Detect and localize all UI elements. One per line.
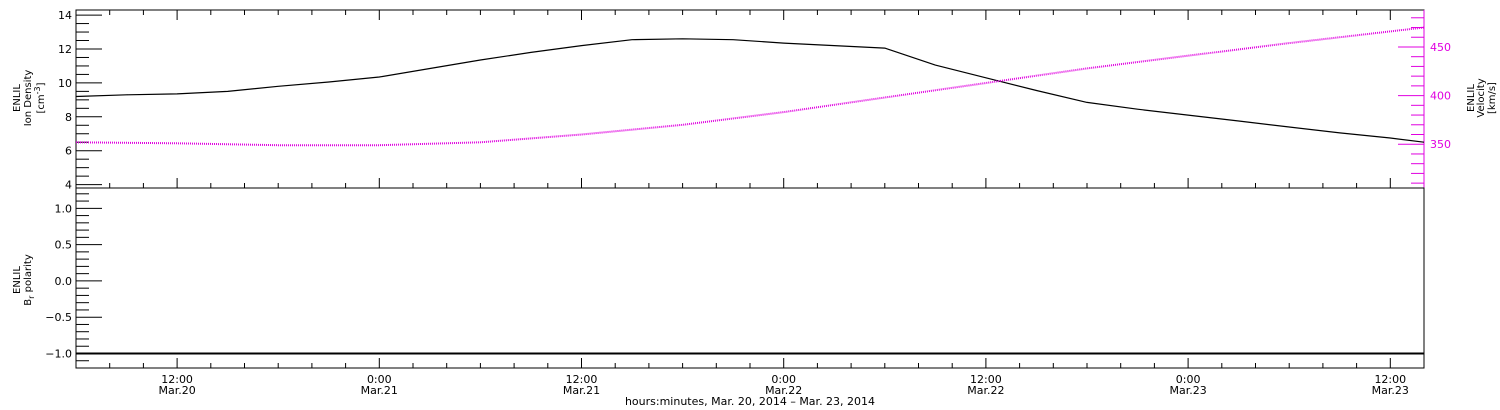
time-axis-title: hours:minutes, Mar. 20, 2014 – Mar. 23, … (625, 395, 875, 408)
ion-density-axis-title-line1: ENLIL (12, 84, 23, 112)
time-tick-label-3: 0:00 (771, 373, 796, 386)
polarity-tick-label-2: 0.0 (55, 275, 73, 288)
polarity-sub-r: r (27, 295, 36, 299)
time-tick-label-1: 0:00 (367, 373, 392, 386)
ion-density-tick-label-5: 14 (58, 9, 72, 22)
ion-density-tick-label-4: 12 (58, 43, 72, 56)
ion-density-unit-open: [cm (36, 94, 47, 113)
ion-density-series-line (75, 38, 1425, 143)
time-tick-label-4: 12:00 (970, 373, 1002, 386)
polarity-tick-label-3: 0.5 (55, 239, 73, 252)
ion-density-tick-label-3: 10 (58, 77, 72, 90)
ion-density-tick-labels: 4 6 8 10 12 14 (58, 9, 72, 192)
velocity-tick-label-1: 400 (1430, 90, 1451, 103)
ion-density-tick-label-2: 8 (65, 111, 72, 124)
ion-density-tick-label-0: 4 (65, 179, 72, 192)
top-series-group (75, 26, 1425, 147)
velocity-axis-title-line3: [km/s] (1487, 82, 1498, 114)
date-tick-label-0: Mar.20 (158, 384, 195, 397)
date-tick-label-2: Mar.21 (563, 384, 600, 397)
time-tick-label-5: 0:00 (1176, 373, 1201, 386)
time-tick-label-6: 12:00 (1374, 373, 1406, 386)
time-axis-labels: 12:00Mar.200:00Mar.2112:00Mar.210:00Mar.… (158, 373, 1408, 397)
date-tick-label-5: Mar.23 (1169, 384, 1206, 397)
velocity-tick-labels: 350 400 450 (1430, 41, 1451, 151)
ion-density-unit-sup: -3 (33, 86, 42, 94)
date-tick-label-6: Mar.23 (1372, 384, 1409, 397)
velocity-tick-label-2: 450 (1430, 41, 1451, 54)
polarity-tick-label-1: −0.5 (45, 311, 72, 324)
ion-density-tick-label-1: 6 (65, 145, 72, 158)
velocity-axis-title-line2: Velocity (1476, 78, 1487, 117)
ion-density-axis-unit: [cm-3] (33, 82, 47, 113)
polarity-word: polarity (23, 254, 34, 295)
top-axis-ticks (75, 10, 1425, 188)
bottom-axis-ticks (75, 193, 1425, 369)
date-tick-label-3: Mar.22 (765, 384, 802, 397)
velocity-axis-title-line1: ENLIL (1466, 84, 1477, 112)
polarity-tick-labels: −1.0 −0.5 0.0 0.5 1.0 (45, 202, 72, 360)
time-tick-label-0: 12:00 (161, 373, 193, 386)
time-tick-label-2: 12:00 (566, 373, 598, 386)
date-tick-label-4: Mar.22 (967, 384, 1004, 397)
polarity-tick-label-0: −1.0 (45, 347, 72, 360)
polarity-tick-label-4: 1.0 (55, 202, 73, 215)
ion-density-unit-close: ] (36, 82, 47, 86)
date-tick-label-1: Mar.21 (361, 384, 398, 397)
polarity-axis-title-line1: ENLIL (12, 266, 23, 294)
top-panel: 4 6 8 10 12 14 350 400 450 ENLIL Ion Density [c… (12, 9, 1498, 192)
velocity-tick-label-0: 350 (1430, 138, 1451, 151)
polarity-b: B (23, 299, 34, 306)
ion-density-axis-title-line2: Ion Density (23, 70, 34, 127)
bottom-panel: −1.0 −0.5 0.0 0.5 1.0 ENLIL Br polarity (12, 187, 1425, 369)
polarity-axis-title-line2: Br polarity (23, 254, 36, 306)
